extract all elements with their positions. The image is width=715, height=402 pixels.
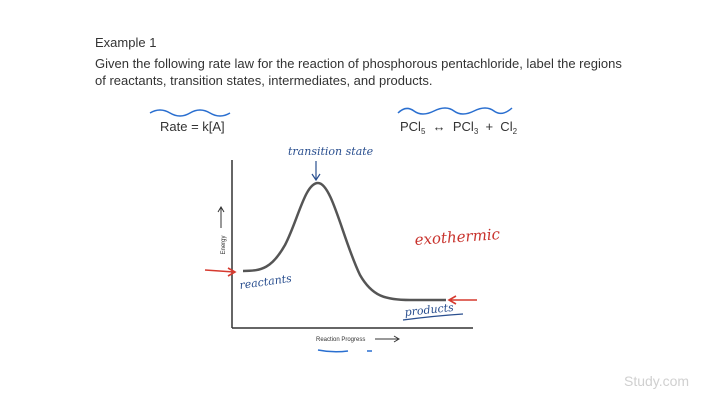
energy-curve <box>242 181 446 302</box>
reaction-equation: PCl5 ↔ PCl3 + Cl2 <box>400 119 518 136</box>
subscript: 3 <box>474 127 479 136</box>
red-arrow <box>447 295 477 305</box>
annotation-products: products <box>404 301 455 319</box>
formula-part: PCl <box>400 119 421 134</box>
x-axis-label: Reaction Progress <box>316 337 365 343</box>
prompt-line: of reactants, transition states, interme… <box>95 73 432 88</box>
underline-squiggle <box>317 349 372 353</box>
subscript: 5 <box>421 127 426 136</box>
underline-squiggle <box>402 313 464 321</box>
x-arrow <box>375 335 400 343</box>
rate-law: Rate = k[A] <box>160 119 225 134</box>
y-arrow <box>217 206 225 228</box>
prompt-line: Given the following rate law for the rea… <box>95 56 622 71</box>
y-axis-label: Energy <box>221 235 227 254</box>
underline-squiggle <box>149 109 231 117</box>
formula-part: ↔ PCl <box>425 119 474 134</box>
annotation-arrow <box>311 161 321 182</box>
underline-squiggle <box>397 107 513 115</box>
formula-part: + Cl <box>478 119 512 134</box>
example-title: Example 1 <box>95 35 156 50</box>
red-arrow <box>204 267 237 277</box>
watermark: Study.com <box>624 373 689 389</box>
subscript: 2 <box>513 127 518 136</box>
annotation-exothermic: exothermic <box>414 225 501 249</box>
annotation-transition-state: transition state <box>288 145 374 158</box>
